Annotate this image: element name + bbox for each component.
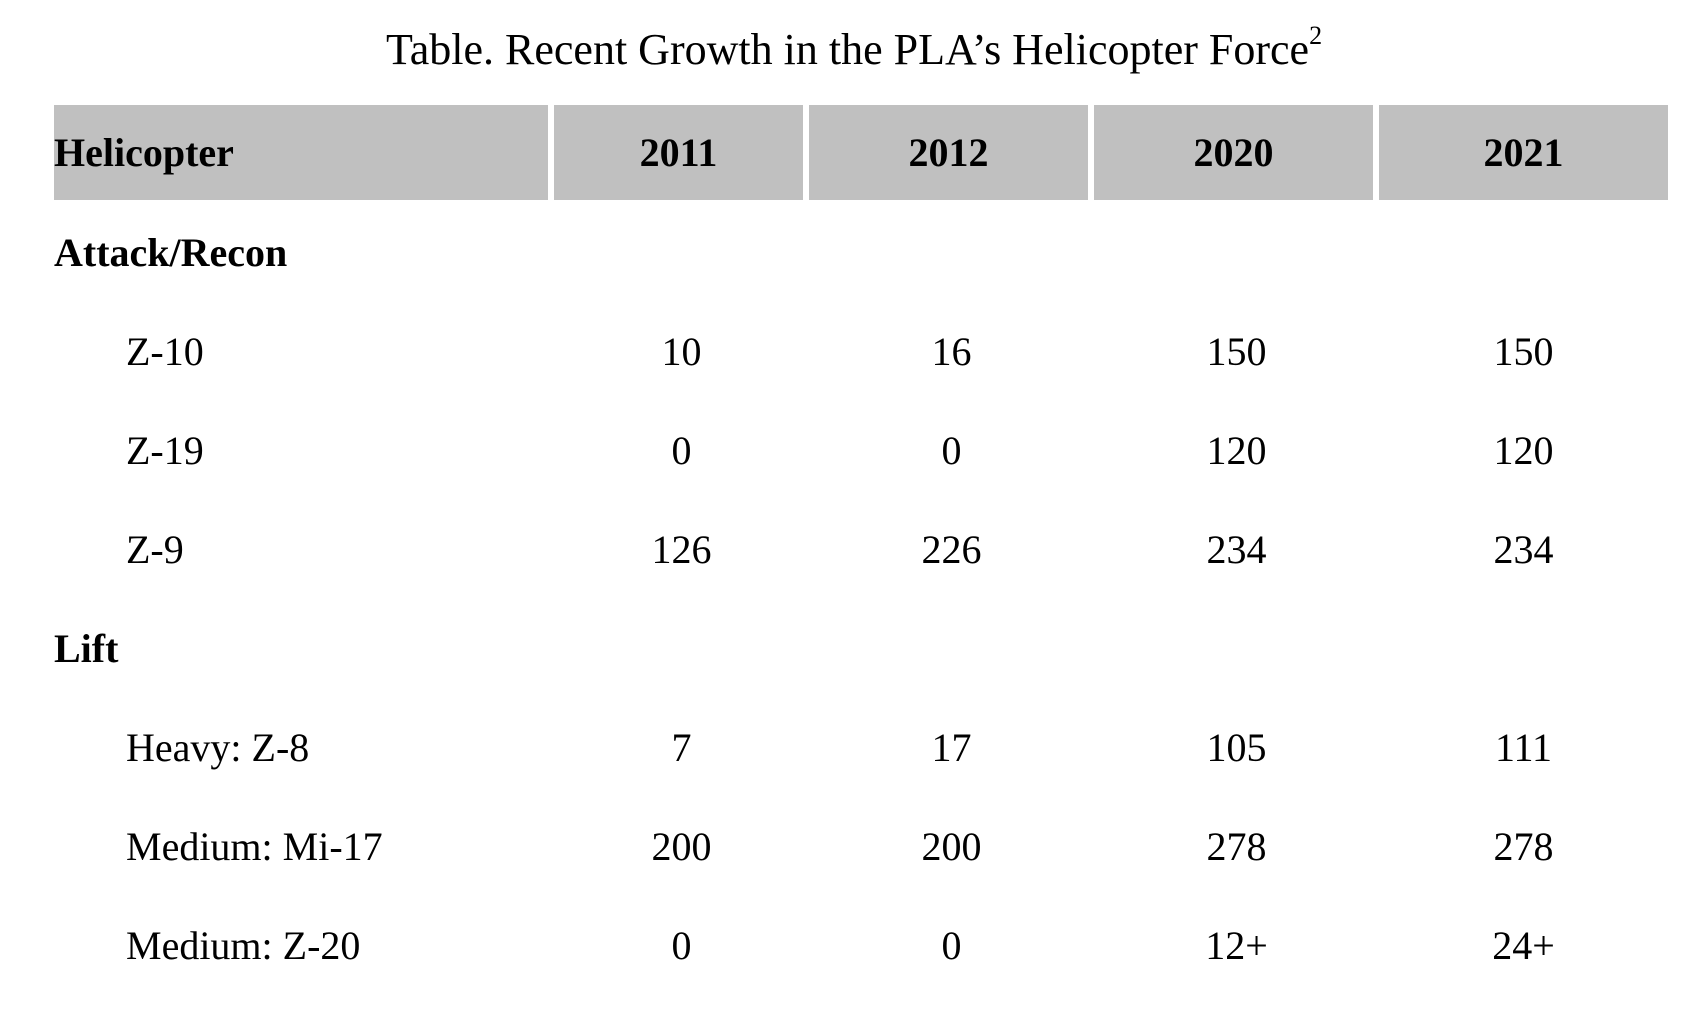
- helicopter-table: Helicopter 2011 2012 2020 2021 Attack/Re…: [54, 105, 1668, 995]
- cell-2020: 105: [1206, 725, 1267, 770]
- table-row: Z-9 126 226 234 234: [54, 500, 1668, 599]
- table-row: Medium: Z-20 0 0 12+ 24+: [54, 896, 1668, 995]
- cell-2011: 0: [671, 923, 692, 968]
- cell-2011: 7: [671, 725, 692, 770]
- cell-2021: 24+: [1492, 923, 1555, 968]
- table-title-text: Table. Recent Growth in the PLA’s Helico…: [385, 25, 1310, 74]
- table-row: Z-10 10 16 150 150: [54, 302, 1668, 401]
- group-label: Attack/Recon: [54, 230, 288, 275]
- row-label: Medium: Z-20: [126, 923, 361, 968]
- cell-2020: 278: [1206, 824, 1267, 869]
- cell-2011: 0: [671, 428, 692, 473]
- cell-2012: 17: [931, 725, 972, 770]
- cell-2021: 234: [1493, 527, 1554, 572]
- group-label: Lift: [54, 626, 119, 671]
- table-row: Medium: Mi-17 200 200 278 278: [54, 797, 1668, 896]
- column-header-helicopter: Helicopter: [54, 105, 554, 200]
- cell-2020: 234: [1206, 527, 1267, 572]
- cell-2020: 12+: [1205, 923, 1268, 968]
- cell-2012: 0: [941, 428, 962, 473]
- cell-2021: 150: [1493, 329, 1554, 374]
- row-label: Z-10: [126, 329, 204, 374]
- column-header-2021: 2021: [1379, 105, 1668, 200]
- table-header-row: Helicopter 2011 2012 2020 2021: [54, 105, 1668, 200]
- row-label: Medium: Mi-17: [126, 824, 383, 869]
- footnote-marker: 2: [1309, 21, 1323, 51]
- cell-2021: 120: [1493, 428, 1554, 473]
- row-label: Heavy: Z-8: [126, 725, 310, 770]
- cell-2021: 111: [1494, 725, 1553, 770]
- table-row: Heavy: Z-8 7 17 105 111: [54, 698, 1668, 797]
- row-label: Z-9: [126, 527, 184, 572]
- cell-2011: 200: [651, 824, 712, 869]
- column-header-2011: 2011: [554, 105, 809, 200]
- cell-2020: 120: [1206, 428, 1267, 473]
- group-row-attack-recon: Attack/Recon: [54, 203, 1668, 302]
- cell-2012: 200: [921, 824, 982, 869]
- cell-2011: 10: [661, 329, 702, 374]
- cell-2020: 150: [1206, 329, 1267, 374]
- cell-2021: 278: [1493, 824, 1554, 869]
- column-header-2012: 2012: [809, 105, 1094, 200]
- cell-2012: 16: [931, 329, 972, 374]
- cell-2012: 0: [941, 923, 962, 968]
- table-title: Table. Recent Growth in the PLA’s Helico…: [0, 18, 1708, 82]
- cell-2011: 126: [651, 527, 712, 572]
- column-header-2020: 2020: [1094, 105, 1379, 200]
- row-label: Z-19: [126, 428, 204, 473]
- cell-2012: 226: [921, 527, 982, 572]
- table-row: Z-19 0 0 120 120: [54, 401, 1668, 500]
- group-row-lift: Lift: [54, 599, 1668, 698]
